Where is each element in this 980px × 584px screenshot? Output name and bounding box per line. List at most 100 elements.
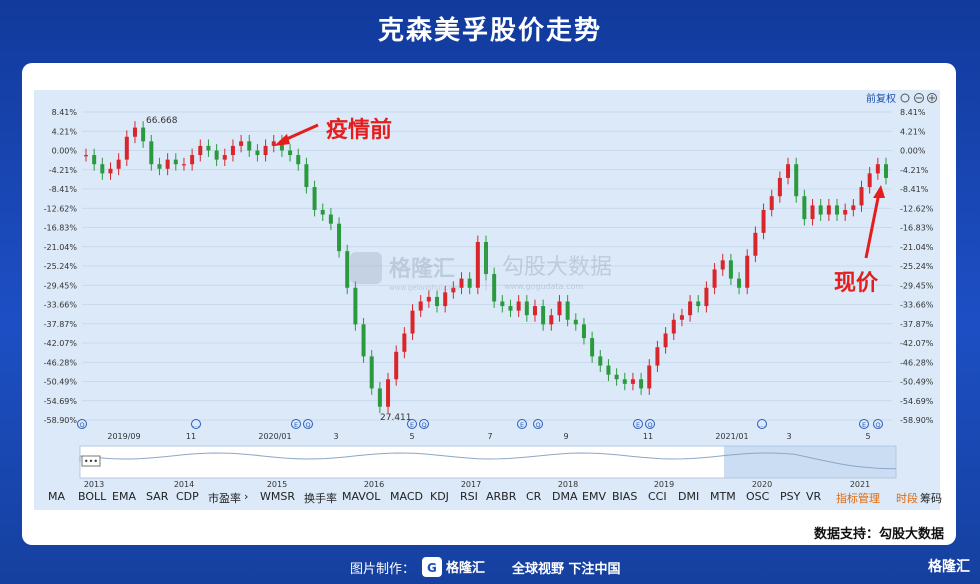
y-tick-label: -4.21%	[49, 166, 78, 175]
indicator-bar: MA BOLL EMA SAR CDP 市盈率 WMSR 换手率 MAVOL MACD KDJ RSI…	[34, 487, 942, 507]
y-tick-label: -54.69%	[44, 397, 78, 406]
candle	[794, 164, 799, 197]
indicator-tab[interactable]: 换手率	[304, 492, 337, 505]
candle	[508, 306, 513, 311]
stock-chart[interactable]: 8.41% 4.21% 0.00% -4.21% -8.41% -12.62% -16.83…	[34, 90, 940, 510]
candle	[361, 324, 366, 357]
event-marker-icon	[517, 419, 527, 429]
candle	[271, 141, 276, 146]
candle	[851, 205, 856, 210]
candle	[132, 127, 137, 137]
candle	[622, 379, 627, 384]
indicator-tab[interactable]: 时段	[896, 492, 918, 505]
adjust-mode-button[interactable]: 前复权	[866, 92, 896, 105]
footer-slogan: 全球视野 下注中国	[512, 562, 621, 577]
event-marker-glyph: …	[193, 421, 200, 429]
indicator-tab[interactable]: BIAS	[612, 490, 638, 503]
indicator-tab[interactable]: ARBR	[486, 490, 517, 503]
chevron-right-icon[interactable]: ›	[244, 490, 249, 503]
candle	[688, 301, 693, 316]
candle	[712, 269, 717, 288]
y-tick-label: -29.45%	[44, 281, 78, 290]
candle	[532, 306, 537, 316]
indicator-tab[interactable]: MACD	[390, 490, 423, 503]
candle	[875, 164, 880, 174]
indicator-tab[interactable]: KDJ	[430, 490, 449, 503]
event-marker-icon	[77, 419, 87, 429]
y-tick-label: -58.90%	[900, 416, 934, 425]
candle	[818, 205, 823, 215]
y-tick-label: -42.07%	[44, 339, 78, 348]
indicator-tab[interactable]: SAR	[146, 490, 169, 503]
footer-logo-text: 格隆汇	[446, 560, 485, 576]
candle	[590, 338, 595, 357]
candle	[312, 187, 317, 210]
y-tick-label: -12.62%	[44, 204, 78, 213]
indicator-tab[interactable]: BOLL	[78, 490, 107, 503]
candle	[279, 141, 284, 151]
event-marker-icon	[407, 419, 417, 429]
y-tick-label: -21.04%	[44, 243, 78, 252]
indicator-tab[interactable]: DMI	[678, 490, 700, 503]
pre-covid-callout: 疫情前	[326, 117, 392, 143]
indicator-tab[interactable]: EMA	[112, 490, 136, 503]
candle	[206, 145, 211, 151]
indicator-tab[interactable]: CDP	[176, 490, 199, 503]
zoom-in-icon[interactable]	[927, 93, 937, 103]
navigator-handle-glyph: •••	[84, 457, 98, 466]
candle	[435, 296, 440, 307]
x-tick-label: 5	[409, 432, 414, 441]
x-tick-label: 2020/01	[258, 432, 291, 441]
event-marker-icon	[757, 419, 767, 429]
candle	[777, 177, 782, 197]
indicator-tab[interactable]: VR	[806, 490, 822, 503]
y-tick-label: -16.83%	[900, 224, 934, 233]
indicator-tab[interactable]: DMA	[552, 490, 578, 503]
indicator-tab[interactable]: RSI	[460, 490, 478, 503]
candle	[835, 205, 840, 215]
y-tick-label: -25.24%	[900, 262, 934, 271]
candle	[288, 150, 293, 156]
navigator-year-label: 2015	[267, 480, 287, 489]
candle	[843, 209, 848, 215]
indicator-tab[interactable]: WMSR	[260, 490, 295, 503]
candle	[516, 301, 521, 311]
candle	[802, 196, 807, 220]
y-tick-label: 0.00%	[900, 147, 926, 156]
candle	[769, 196, 774, 210]
candle	[337, 223, 342, 252]
svg-text:G: G	[427, 561, 437, 575]
indicator-tab[interactable]: MTM	[710, 490, 736, 503]
x-tick-label: 11	[643, 432, 653, 441]
indicator-tab[interactable]: CR	[526, 490, 542, 503]
candle	[459, 278, 464, 288]
undo-icon[interactable]	[900, 93, 910, 103]
indicator-tab[interactable]: 筹码	[920, 492, 942, 505]
candle	[655, 347, 660, 366]
candle	[402, 333, 407, 352]
candle	[296, 155, 301, 165]
zoom-out-icon[interactable]	[914, 93, 924, 103]
indicator-tab[interactable]: 市盈率	[208, 492, 241, 505]
watermark-partner-url: www.gogudata.com	[504, 282, 583, 291]
indicator-tab[interactable]: OSC	[746, 490, 770, 503]
y-tick-label: 8.41%	[52, 108, 78, 117]
indicator-tab[interactable]: PSY	[780, 490, 801, 503]
candle	[92, 155, 97, 165]
indicator-tab[interactable]: MA	[48, 490, 66, 503]
candle	[443, 292, 448, 307]
indicator-tab[interactable]: 指标管理	[836, 492, 880, 505]
candle	[214, 150, 219, 160]
y-tick-label: -42.07%	[900, 339, 934, 348]
event-marker-glyph: E	[410, 421, 414, 429]
indicator-tab[interactable]: EMV	[582, 490, 606, 503]
y-tick-label: -46.28%	[44, 358, 78, 367]
candle	[222, 155, 227, 160]
indicator-tab[interactable]: CCI	[648, 490, 667, 503]
candle	[500, 301, 505, 307]
y-tick-label: -50.49%	[900, 378, 934, 387]
indicator-tab[interactable]: MAVOL	[342, 490, 381, 503]
y-tick-label: -50.49%	[44, 378, 78, 387]
candle	[704, 287, 709, 307]
candle	[671, 319, 676, 334]
